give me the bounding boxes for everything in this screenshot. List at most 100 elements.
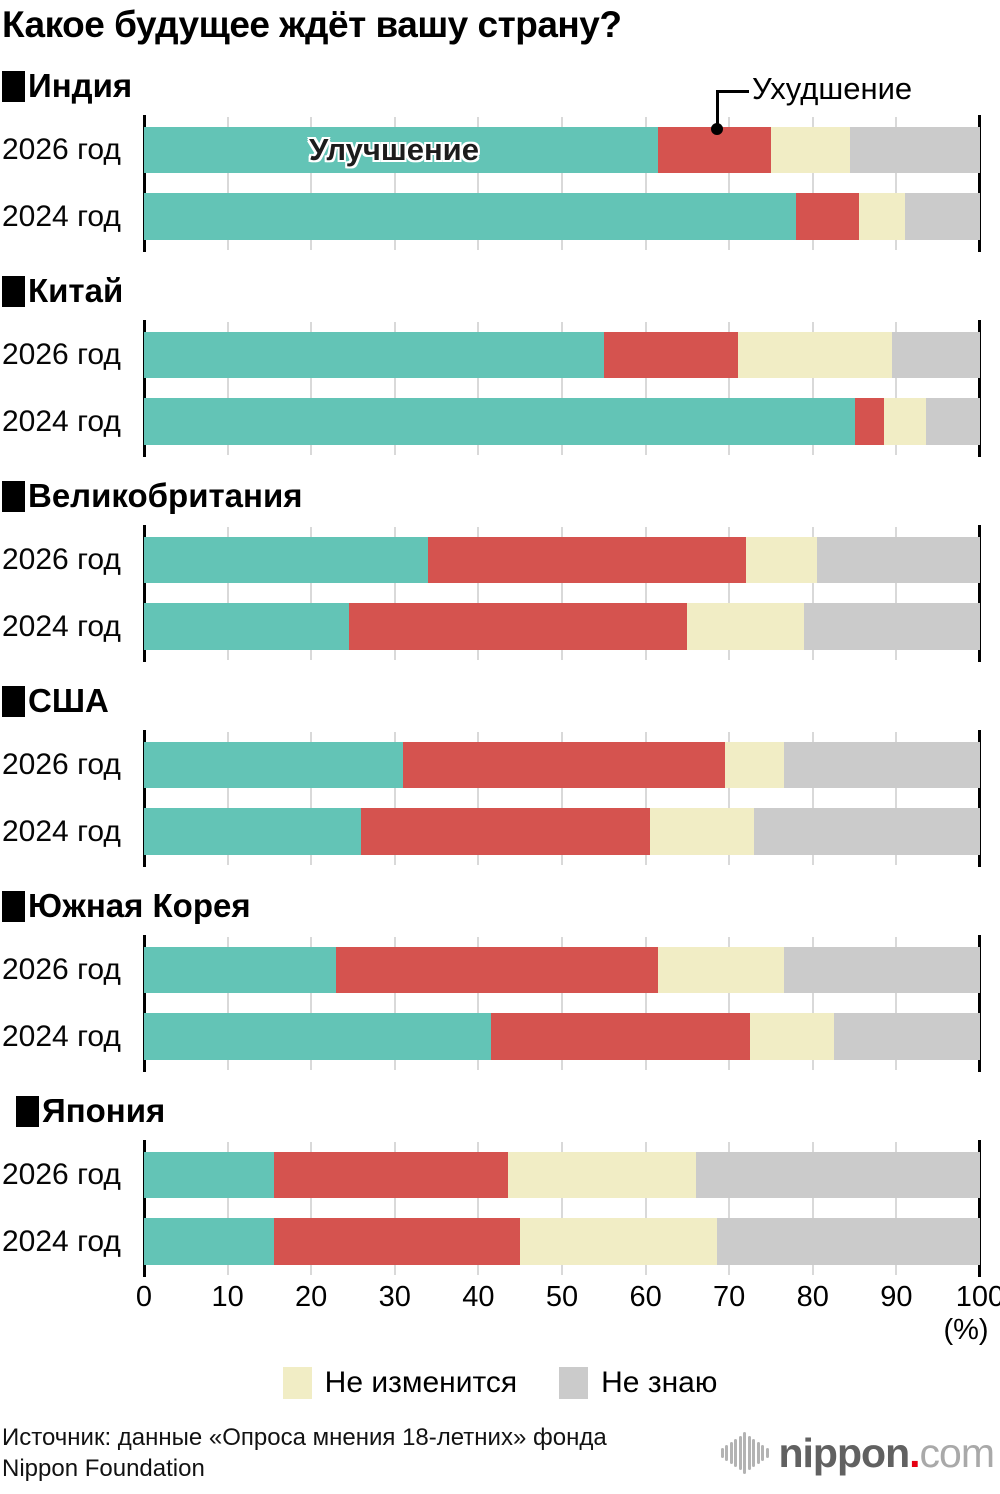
stacked-bar-2024 [144,398,980,445]
gridline [644,322,647,455]
x-tick-label: 100 [955,1281,1000,1313]
gridline [310,732,313,865]
x-tick-label: 0 [135,1281,153,1313]
country-label: Южная Корея [2,886,251,926]
bar-segment-worsen [336,947,659,993]
gridline [644,117,647,250]
axis-line-right [978,525,981,662]
chart-area: Индия 2026 год 2024 год Улучшение Ухудшение К… [0,62,1000,1292]
gridline [226,322,229,455]
gridline [561,1142,563,1275]
bar-segment-improve [144,808,362,855]
bar-segment-worsen [603,332,738,378]
gridline [477,117,480,250]
country-section-south-korea: Южная Корея 2026 год 2024 год [0,882,1000,1087]
gridline [310,527,313,660]
gridline [811,937,814,1070]
gridline [310,1142,313,1275]
logo-text-head: nippon [778,1429,911,1476]
bar-segment-improve [144,947,337,993]
gridline [728,1142,731,1275]
country-section-japan: Япония 2026 год 2024 год [0,1087,1000,1292]
gridline [728,937,731,1070]
country-label: Китай [2,271,123,311]
bar-segment-dont-know [850,127,980,173]
gridline [728,527,731,660]
stacked-bar-2024 [144,1218,980,1265]
gridline [895,322,898,455]
gridline [895,527,898,660]
gridline [310,117,313,250]
bullet-square-icon [2,890,25,922]
stacked-bar-2026 [144,1152,980,1198]
plot-area: 2026 год 2024 год [2,730,981,867]
gridline [226,732,229,865]
bar-segment-worsen [348,603,688,650]
country-name: Южная Корея [28,887,251,924]
bar-segment-worsen [428,537,746,583]
gridline [811,322,814,455]
bar-segment-worsen [796,193,859,240]
gridline [393,117,396,250]
bar-segment-dont-know [783,742,980,788]
gridline [226,1142,229,1275]
bar-segment-dont-know [816,537,980,583]
year-label: 2024 год [2,815,121,848]
bar-segment-improve [144,127,659,173]
logo-dot: . [909,1429,920,1476]
plot-area: 2026 год 2024 год [2,935,981,1072]
gridline [728,117,731,250]
country-label: Великобритания [2,476,303,516]
bar-segment-worsen [273,1152,508,1198]
bar-segment-improve [144,1013,491,1060]
stacked-bar-2026 [144,742,980,788]
axis-line-right [978,320,981,457]
year-label: 2024 год [2,405,121,438]
gridline [644,1142,647,1275]
axis-line-right [978,1140,981,1277]
gridline [226,117,229,250]
country-name: Великобритания [28,477,303,514]
year-label: 2026 год [2,338,121,371]
legend-label-unchanged: Не изменится [324,1366,518,1399]
bar-segment-unchanged [858,193,905,240]
country-section-uk: Великобритания 2026 год 2024 год [0,472,1000,677]
axis-line-left [143,525,146,662]
bullet-square-icon [2,70,25,102]
x-tick-label: 10 [211,1281,244,1313]
bar-segment-dont-know [716,1218,980,1265]
gridline [226,937,229,1070]
year-label: 2024 год [2,200,121,233]
gridline [561,527,563,660]
chart-title: Какое будущее ждёт вашу страну? [2,4,622,45]
gridline [895,117,898,250]
country-name: США [28,682,109,719]
axis-line-left [143,1140,146,1277]
worsen-annotation: Ухудшение [752,71,913,106]
gridline [477,527,480,660]
bar-segment-improve [144,1218,274,1265]
logo-text-tail: com [919,1429,995,1476]
bullet-square-icon [2,480,25,512]
plot-area: 2026 год 2024 год [2,525,981,662]
country-section-usa: США 2026 год 2024 год [0,677,1000,882]
bar-segment-unchanged [883,398,926,445]
plot-area: 2026 год 2024 год Улучшение Ухудшение [2,71,981,252]
bar-segment-worsen [361,808,650,855]
country-name: Китай [28,272,124,309]
bar-segment-improve [144,193,797,240]
logo-text: nippon.com [778,1429,996,1477]
axis-line-left [143,730,146,867]
gridline [477,1142,480,1275]
gridline [644,937,647,1070]
x-tick-label: 60 [629,1281,662,1313]
gridline [728,732,731,865]
year-label: 2026 год [2,1158,121,1191]
gridline [393,732,396,865]
bar-segment-unchanged [770,127,851,173]
axis-line-right [978,730,981,867]
x-axis: 0 10 20 30 40 50 60 70 80 90 100 [136,1281,1000,1315]
country-section-china: Китай 2026 год 2024 год [0,267,1000,472]
bar-segment-improve [144,742,404,788]
